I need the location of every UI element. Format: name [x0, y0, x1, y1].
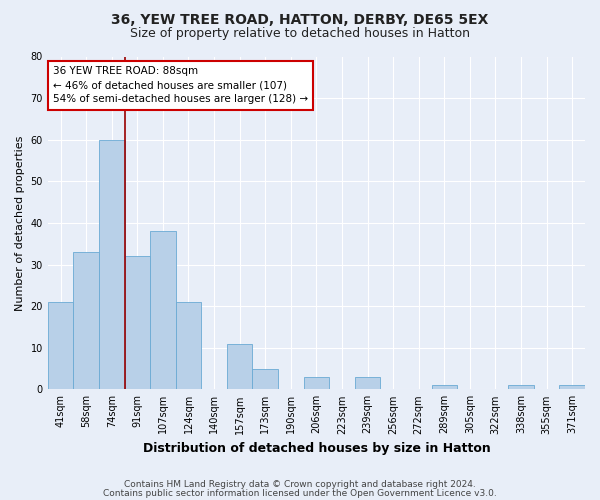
Bar [304, 377, 329, 390]
Bar [355, 377, 380, 390]
Text: 36 YEW TREE ROAD: 88sqm
← 46% of detached houses are smaller (107)
54% of semi-d: 36 YEW TREE ROAD: 88sqm ← 46% of detache… [53, 66, 308, 104]
Bar [73, 252, 99, 390]
Text: Contains public sector information licensed under the Open Government Licence v3: Contains public sector information licen… [103, 488, 497, 498]
Bar [48, 302, 73, 390]
X-axis label: Distribution of detached houses by size in Hatton: Distribution of detached houses by size … [143, 442, 490, 455]
Bar [150, 231, 176, 390]
Text: 36, YEW TREE ROAD, HATTON, DERBY, DE65 5EX: 36, YEW TREE ROAD, HATTON, DERBY, DE65 5… [112, 12, 488, 26]
Text: Contains HM Land Registry data © Crown copyright and database right 2024.: Contains HM Land Registry data © Crown c… [124, 480, 476, 489]
Bar [431, 385, 457, 390]
Bar [253, 368, 278, 390]
Bar [227, 344, 253, 390]
Text: Size of property relative to detached houses in Hatton: Size of property relative to detached ho… [130, 28, 470, 40]
Bar [125, 256, 150, 390]
Bar [508, 385, 534, 390]
Bar [559, 385, 585, 390]
Y-axis label: Number of detached properties: Number of detached properties [15, 135, 25, 310]
Bar [176, 302, 201, 390]
Bar [99, 140, 125, 390]
